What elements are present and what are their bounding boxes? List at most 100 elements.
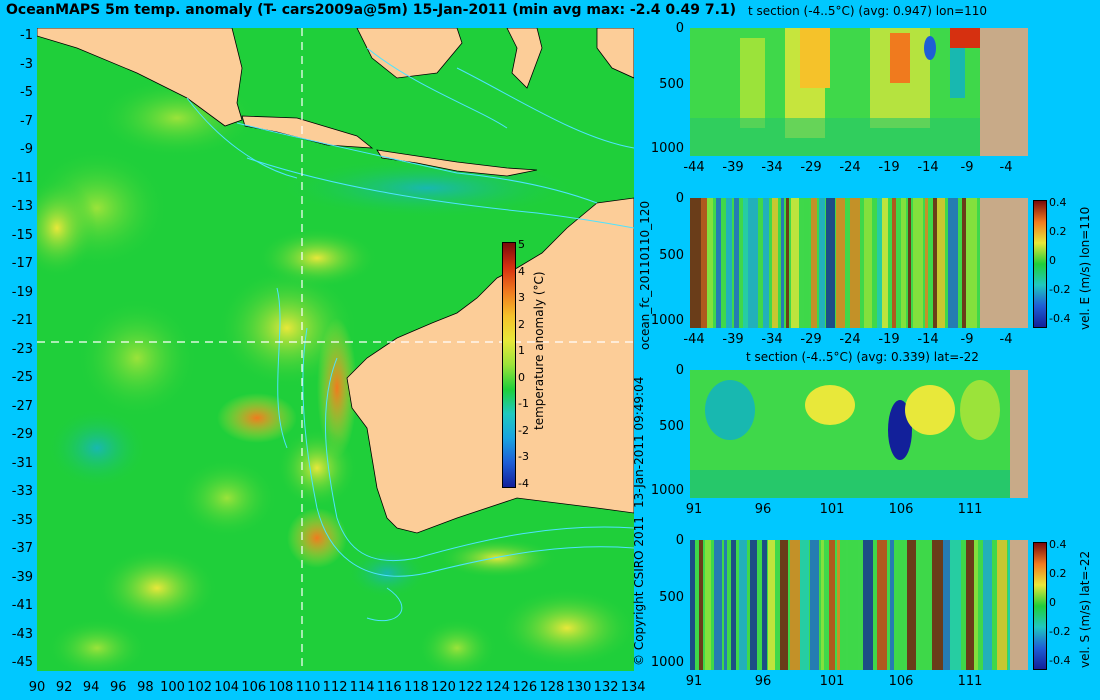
panel-colorbar-tick-label: 0.2 — [1049, 567, 1067, 580]
panel-1-t-section-lon — [690, 28, 1028, 156]
panel-4-colorbar — [1033, 542, 1047, 670]
panel-x-tick-label: -24 — [839, 332, 861, 347]
lat-tick-label: -23 — [11, 341, 33, 357]
borneo-land — [356, 28, 463, 79]
panel-x-tick-label: -44 — [683, 160, 705, 175]
lon-tick-label: 126 — [512, 680, 538, 695]
velocity-stripe — [762, 540, 767, 670]
panel-4-velocity-south — [690, 540, 1028, 670]
lat-tick-label: -39 — [11, 569, 33, 585]
velocity-stripe — [800, 540, 809, 670]
velocity-stripe — [731, 540, 736, 670]
panel-2-velocity-east — [690, 198, 1028, 328]
velocity-stripe — [734, 198, 739, 328]
colorbar-tick-label: 0 — [518, 370, 525, 384]
velocity-stripe — [772, 198, 778, 328]
panel-y-tick-label: 500 — [659, 590, 684, 605]
panel-x-tick-label: 111 — [957, 502, 983, 517]
velocity-stripe — [826, 198, 835, 328]
panel-y-tick-label: 0 — [675, 21, 684, 36]
panel-colorbar-tick-label: 0.4 — [1049, 538, 1067, 551]
panel-x-tick-label: -14 — [917, 332, 939, 347]
colorbar-label: temperature anomaly (°C) — [532, 271, 546, 430]
land — [37, 28, 634, 534]
velocity-stripe — [898, 540, 904, 670]
velocity-stripe — [937, 198, 945, 328]
panel-2-colorbar — [1033, 200, 1047, 328]
lon-tick-label: 94 — [82, 680, 100, 695]
panel-x-tick-label: -29 — [800, 160, 822, 175]
velocity-stripe — [781, 198, 784, 328]
lon-tick-label: 120 — [431, 680, 456, 695]
velocity-stripe — [983, 540, 992, 670]
panel-x-tick-label: -39 — [722, 160, 744, 175]
lat-tick-label: -17 — [11, 256, 33, 271]
lon-tick-label: 118 — [403, 680, 429, 695]
velocity-stripe — [699, 540, 703, 670]
panel-x-tick-label: 106 — [888, 502, 914, 517]
lat-tick-label: -35 — [11, 512, 33, 528]
velocity-stripe — [810, 540, 819, 670]
colorbar-tick-label: 3 — [518, 291, 525, 304]
lon-tick-label: 128 — [539, 680, 565, 695]
panel-2-canvas — [690, 198, 1028, 328]
velocity-stripe — [913, 198, 923, 328]
colorbar-tick-label: 5 — [518, 238, 525, 251]
panel-x-tick-label: 106 — [888, 674, 914, 689]
velocity-stripe — [690, 540, 695, 670]
panel-y-tick-label: 500 — [659, 419, 684, 434]
velocity-stripe — [877, 540, 887, 670]
velocity-stripe — [962, 198, 966, 328]
lon-tick-label: 124 — [485, 680, 511, 695]
velocity-stripe — [850, 198, 860, 328]
colorbar-tick-label: 4 — [518, 264, 525, 278]
velocity-stripe — [877, 198, 882, 328]
velocity-stripe — [882, 198, 888, 328]
lon-tick-label: 108 — [268, 680, 294, 695]
velocity-stripe — [966, 540, 974, 670]
panel-1-canvas — [690, 28, 1028, 156]
velocity-stripe — [791, 198, 799, 328]
lat-tick-label: -29 — [11, 427, 33, 442]
lat-tick-label: -21 — [11, 313, 33, 328]
lon-tick-label: 122 — [458, 680, 483, 695]
panel-x-tick-label: -39 — [722, 332, 744, 347]
panel-x-tick-label: -9 — [960, 332, 974, 347]
lat-tick-label: -15 — [11, 227, 33, 243]
velocity-stripe — [716, 198, 721, 328]
velocity-stripe — [836, 198, 845, 328]
velocity-stripe — [743, 198, 748, 328]
panel-3-t-section-lat — [690, 370, 1028, 498]
colorbar-tick-label: -3 — [518, 450, 529, 463]
lat-tick-label: -45 — [11, 655, 33, 670]
panel-y-tick-label: 1000 — [650, 141, 684, 156]
panel-x-tick-label: -19 — [878, 332, 900, 347]
velocity-stripe — [829, 540, 835, 670]
velocity-stripe — [707, 198, 713, 328]
velocity-stripe — [901, 198, 906, 328]
velocity-stripe — [848, 540, 858, 670]
panel-x-tick-label: 96 — [754, 502, 772, 517]
bathymetry-contours — [186, 47, 634, 622]
velocity-stripe — [908, 198, 911, 328]
colorbar-tick-label: -1 — [518, 397, 529, 410]
velocity-stripe — [907, 540, 916, 670]
panel-y-tick-label: 500 — [659, 77, 684, 92]
velocity-stripe — [943, 540, 950, 670]
velocity-stripe — [726, 198, 732, 328]
panel-x-tick-label: -9 — [960, 160, 974, 175]
panel-1-title: t section (-4..5°C) (avg: 0.947) lon=110 — [748, 4, 988, 18]
lon-tick-label: 116 — [376, 680, 402, 695]
velocity-stripe — [966, 198, 977, 328]
lat-tick-label: -25 — [11, 370, 33, 385]
panel-x-tick-label: -14 — [917, 160, 939, 175]
panel-y-tick-label: 500 — [659, 248, 684, 263]
velocity-stripe — [1008, 540, 1011, 670]
panel-x-tick-label: -19 — [878, 160, 900, 175]
velocity-stripe — [890, 540, 894, 670]
panel-colorbar-tick-label: 0.4 — [1049, 196, 1067, 209]
panel-3-canvas — [690, 370, 1028, 498]
velocity-stripe — [819, 198, 825, 328]
lat-tick-label: -3 — [20, 56, 33, 72]
lat-tick-label: -1 — [20, 28, 33, 43]
